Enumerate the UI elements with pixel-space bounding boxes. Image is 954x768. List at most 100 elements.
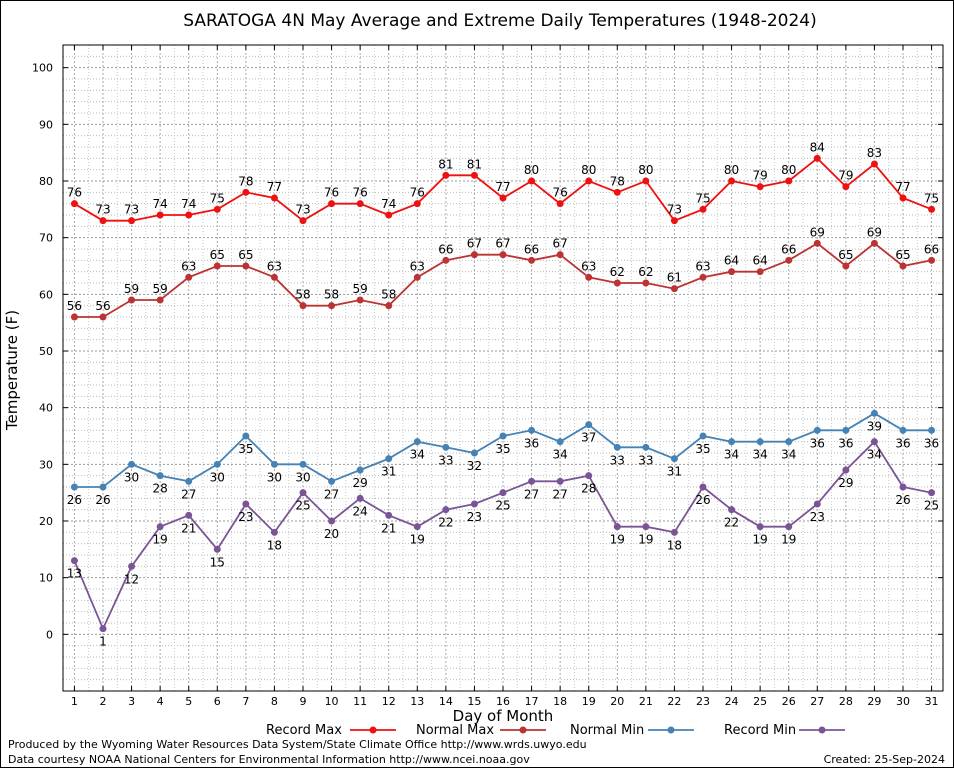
- data-label-record-min: 13: [67, 567, 82, 581]
- data-point-normal-max: [928, 256, 936, 264]
- data-label-record-max: 79: [838, 169, 853, 183]
- data-point-normal-min: [728, 438, 736, 446]
- data-point-normal-max: [556, 251, 564, 259]
- data-label-normal-max: 67: [553, 237, 568, 251]
- data-point-normal-min: [899, 426, 907, 434]
- series-layer: 76 73 73 74 74 75 78 77 73 76 76 74 76 81 81 77 80 76 80 78…: [67, 140, 939, 648]
- data-point-normal-max: [328, 302, 336, 310]
- data-point-record-min: [756, 523, 764, 531]
- data-point-record-min: [556, 477, 564, 485]
- data-label-record-min: 23: [810, 510, 825, 524]
- data-point-normal-max: [899, 262, 907, 270]
- data-label-record-min: 34: [867, 448, 882, 462]
- data-point-record-min: [528, 477, 536, 485]
- data-point-record-max: [70, 200, 78, 208]
- data-label-normal-min: 33: [610, 453, 625, 467]
- data-point-normal-max: [699, 273, 707, 281]
- x-tick-label: 12: [382, 695, 396, 708]
- data-label-normal-max: 66: [781, 242, 796, 256]
- data-point-normal-min: [499, 432, 507, 440]
- y-tick-label: 70: [39, 232, 53, 245]
- data-point-normal-max: [356, 296, 364, 304]
- x-tick-label: 23: [696, 695, 710, 708]
- y-tick-label: 60: [39, 288, 53, 301]
- data-point-record-max: [670, 217, 678, 225]
- legend-marker-normal-min: [667, 726, 675, 734]
- data-point-normal-max: [613, 279, 621, 287]
- data-label-record-max: 77: [267, 180, 282, 194]
- legend-label-normal-max: Normal Max: [416, 723, 494, 738]
- x-tick-label: 13: [410, 695, 424, 708]
- data-point-record-max: [385, 211, 393, 219]
- data-point-record-min: [413, 523, 421, 531]
- data-label-normal-min: 26: [67, 493, 82, 507]
- data-point-record-min: [328, 517, 336, 525]
- data-label-normal-min: 39: [867, 419, 882, 433]
- data-point-normal-max: [642, 279, 650, 287]
- data-label-normal-max: 62: [638, 265, 653, 279]
- data-label-normal-max: 66: [524, 242, 539, 256]
- data-point-normal-min: [613, 443, 621, 451]
- data-label-record-min: 27: [553, 487, 568, 501]
- data-label-normal-min: 35: [695, 442, 710, 456]
- data-label-record-max: 77: [495, 180, 510, 194]
- data-label-normal-max: 69: [810, 225, 825, 239]
- data-point-record-min: [499, 489, 507, 497]
- data-label-normal-max: 58: [381, 288, 396, 302]
- data-label-normal-min: 36: [924, 436, 939, 450]
- data-point-normal-min: [442, 443, 450, 451]
- data-point-record-max: [728, 177, 736, 185]
- data-label-record-max: 78: [610, 174, 625, 188]
- data-point-normal-max: [99, 313, 107, 321]
- data-point-normal-max: [185, 273, 193, 281]
- data-point-record-min: [470, 500, 478, 508]
- data-point-normal-min: [242, 432, 250, 440]
- x-tick-label: 21: [639, 695, 653, 708]
- data-point-record-min: [242, 500, 250, 508]
- data-label-normal-max: 63: [181, 259, 196, 273]
- data-point-record-max: [556, 200, 564, 208]
- x-tick-label: 2: [100, 695, 107, 708]
- data-label-record-min: 18: [667, 538, 682, 552]
- data-label-record-min: 15: [210, 555, 225, 569]
- x-tick-label: 5: [185, 695, 192, 708]
- data-point-normal-max: [385, 302, 393, 310]
- footer-created: Created: 25-Sep-2024: [824, 753, 945, 766]
- data-point-record-max: [499, 194, 507, 202]
- x-tick-label: 15: [467, 695, 481, 708]
- data-point-normal-max: [156, 296, 164, 304]
- data-point-normal-max: [870, 239, 878, 247]
- data-point-normal-min: [385, 455, 393, 463]
- data-point-normal-max: [413, 273, 421, 281]
- data-label-normal-min: 27: [324, 487, 339, 501]
- data-point-record-min: [928, 489, 936, 497]
- data-label-record-min: 19: [781, 533, 796, 547]
- y-tick-label: 50: [39, 345, 53, 358]
- data-label-record-min: 22: [724, 516, 739, 530]
- data-point-record-max: [528, 177, 536, 185]
- data-label-record-max: 83: [867, 146, 882, 160]
- x-tick-label: 20: [610, 695, 624, 708]
- data-label-record-min: 19: [610, 533, 625, 547]
- data-label-record-max: 73: [295, 203, 310, 217]
- data-point-normal-max: [128, 296, 136, 304]
- data-label-normal-max: 65: [238, 248, 253, 262]
- data-point-record-min: [842, 466, 850, 474]
- data-point-normal-max: [528, 256, 536, 264]
- data-point-normal-max: [728, 268, 736, 276]
- data-point-record-min: [385, 511, 393, 519]
- data-label-record-min: 21: [381, 521, 396, 535]
- data-point-record-max: [899, 194, 907, 202]
- chart-title: SARATOGA 4N May Average and Extreme Dail…: [183, 11, 816, 31]
- data-label-normal-max: 69: [867, 225, 882, 239]
- data-point-record-max: [213, 205, 221, 213]
- data-label-normal-min: 34: [753, 448, 768, 462]
- y-tick-label: 20: [39, 515, 53, 528]
- x-tick-label: 19: [582, 695, 596, 708]
- data-label-normal-max: 56: [95, 299, 110, 313]
- data-label-normal-max: 65: [895, 248, 910, 262]
- plot-background: [63, 45, 943, 691]
- data-point-normal-min: [70, 483, 78, 491]
- series-record-max: 76 73 73 74 74 75 78 77 73 76 76 74 76 81 81 77 80 76 80 78…: [67, 140, 939, 225]
